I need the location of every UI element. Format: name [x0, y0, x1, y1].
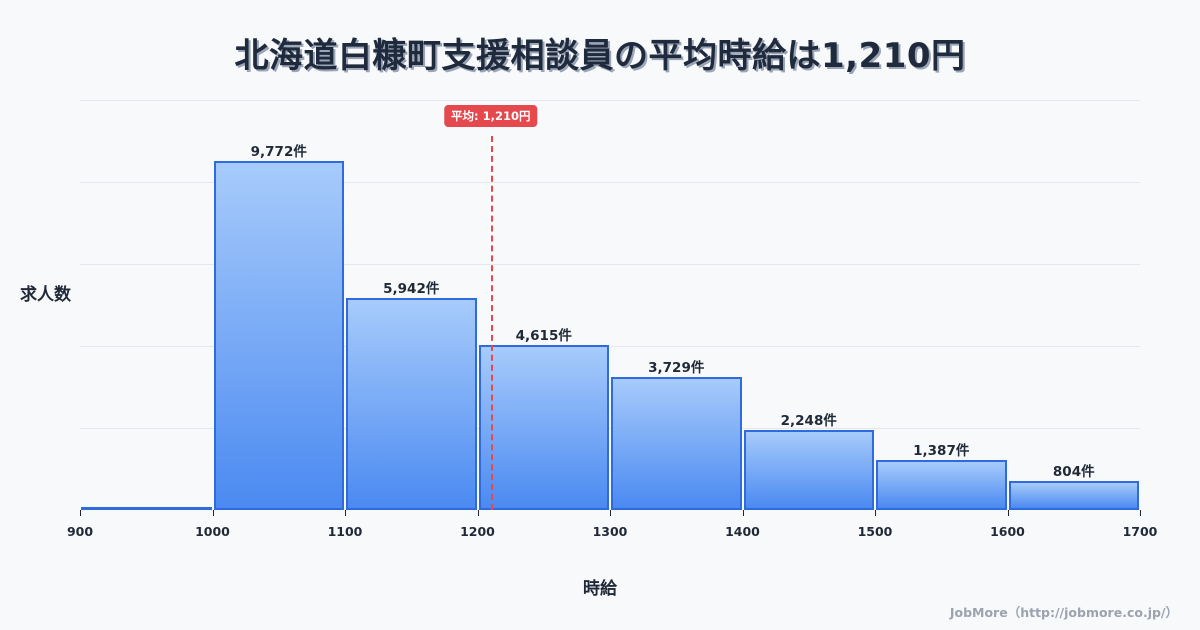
bar-value-label: 1,387件	[913, 443, 970, 459]
chart-title: 北海道白糠町支援相談員の平均時給は1,210円	[234, 36, 966, 76]
x-tick	[610, 510, 611, 516]
x-tick-label: 1500	[857, 524, 893, 539]
histogram-bar	[1008, 481, 1139, 510]
x-tick	[1007, 510, 1009, 516]
bar-value-label: 804件	[1052, 464, 1095, 480]
x-tick-label: 1200	[460, 524, 495, 539]
x-axis-label: 時給	[583, 579, 617, 599]
x-tick-label: 1700	[1122, 524, 1158, 539]
histogram-bar	[876, 460, 1007, 510]
bar-value-label: 5,942件	[383, 281, 440, 297]
gridline	[80, 100, 1140, 101]
x-tick	[875, 510, 876, 516]
x-tick	[742, 510, 744, 516]
x-tick	[212, 510, 214, 516]
histogram-bar	[346, 298, 477, 510]
x-tick	[1140, 510, 1141, 516]
bar-value-label: 9,772件	[250, 144, 307, 160]
gridline	[80, 346, 1140, 347]
x-tick-label: 1000	[195, 524, 230, 539]
mean-line	[490, 136, 493, 510]
histogram-bar	[611, 377, 742, 510]
x-tick	[345, 510, 346, 516]
x-tick-label: 1300	[592, 524, 628, 539]
gridline	[80, 182, 1140, 183]
source-credit: JobMore（http://jobmore.co.jp/）	[949, 605, 1178, 620]
histogram-bar	[743, 430, 874, 510]
gridline	[80, 264, 1140, 265]
bar-value-label: 3,729件	[648, 360, 705, 376]
plot-area: 9,772件 5,942件 4,615件 3,729件 2,248件 1,387件 804件…	[67, 100, 1157, 539]
bar-value-label: 4,615件	[515, 328, 572, 344]
y-axis-label: 求人数	[20, 285, 71, 305]
x-tick-label: 900	[66, 524, 94, 539]
histogram-bar	[213, 161, 344, 510]
bar-value-label: 2,248件	[780, 413, 837, 429]
x-tick-label: 1400	[725, 524, 760, 539]
x-tick	[80, 510, 81, 516]
gridline	[80, 428, 1140, 429]
x-tick	[477, 510, 479, 516]
x-tick-label: 1100	[327, 524, 363, 539]
mean-badge: 平均: 1,210円	[444, 105, 538, 127]
histogram-bar	[81, 507, 212, 510]
x-tick-label: 1600	[990, 524, 1025, 539]
histogram-bar	[478, 345, 609, 510]
